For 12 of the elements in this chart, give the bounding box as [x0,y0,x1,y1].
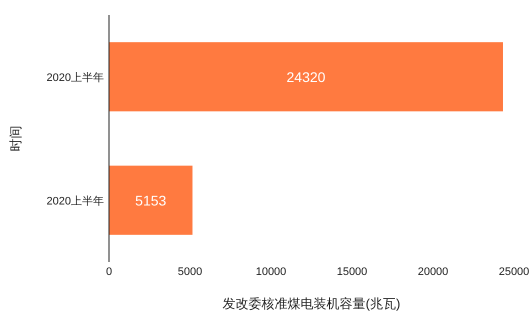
y-tick-label: 2020上半年 [46,194,104,208]
y-axis-title: 时间 [8,126,23,152]
x-tick-label: 15000 [336,266,368,278]
data-label: 24320 [286,68,326,85]
x-tick-label: 25000 [498,266,530,278]
data-label: 5153 [135,192,167,208]
x-tick-label: 0 [106,266,112,278]
x-tick-label: 5000 [178,266,202,278]
x-axis-title: 发改委核准煤电装机容量(兆瓦) [222,296,400,311]
x-tick-label: 20000 [418,266,448,278]
x-tick-label: 10000 [256,266,286,278]
y-tick-label: 2020上半年 [46,70,104,84]
